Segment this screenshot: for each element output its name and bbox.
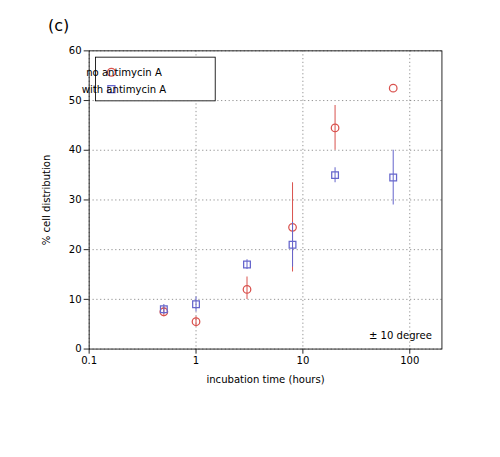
svg-text:± 10 degree: ± 10 degree	[369, 330, 432, 341]
svg-text:with antimycin A: with antimycin A	[82, 84, 166, 95]
svg-text:40: 40	[69, 144, 82, 155]
svg-text:10: 10	[296, 355, 309, 366]
svg-text:% cell distribution: % cell distribution	[41, 155, 52, 246]
svg-text:no antimycin A: no antimycin A	[86, 67, 162, 78]
svg-text:60: 60	[69, 45, 82, 56]
svg-text:30: 30	[69, 194, 82, 205]
svg-text:1: 1	[193, 355, 199, 366]
svg-text:0: 0	[75, 343, 81, 354]
svg-text:50: 50	[69, 95, 82, 106]
svg-text:20: 20	[69, 244, 82, 255]
svg-text:0.1: 0.1	[81, 355, 97, 366]
svg-text:incubation time (hours): incubation time (hours)	[206, 374, 324, 385]
svg-text:10: 10	[69, 294, 82, 305]
svg-text:100: 100	[400, 355, 419, 366]
html-text:(c): (c)	[48, 16, 70, 35]
